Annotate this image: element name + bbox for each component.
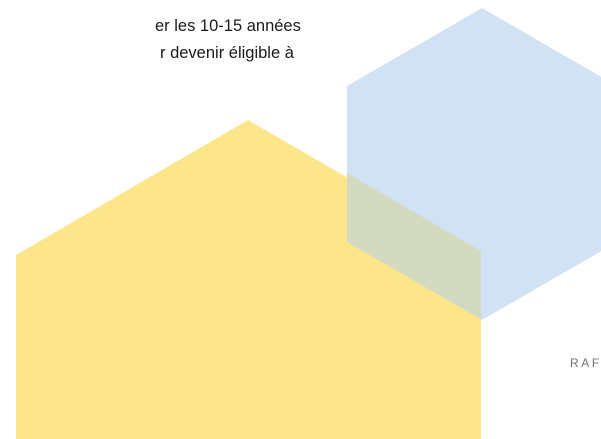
article-line-3: r devenir éligible à bbox=[160, 44, 294, 62]
article-line-2: er les 10-15 années bbox=[155, 17, 301, 35]
side-label: RAF bbox=[570, 356, 601, 370]
overlap-region bbox=[347, 173, 481, 319]
